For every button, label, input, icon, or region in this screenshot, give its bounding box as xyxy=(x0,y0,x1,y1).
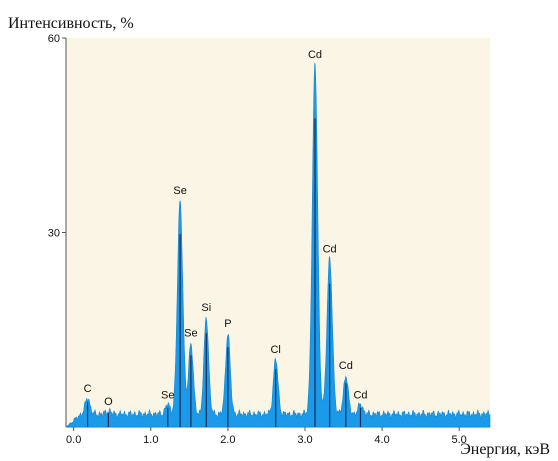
y-axis-label: Интенсивность, % xyxy=(8,15,134,32)
peak-markers xyxy=(86,118,362,427)
peak-label-6: P xyxy=(224,318,231,330)
peak-label-0: C xyxy=(84,383,92,395)
peak-label-2: Se xyxy=(161,389,174,401)
peak-label-10: Cd xyxy=(339,360,353,372)
x-tick-label-2: 2.0 xyxy=(220,434,235,446)
peak-label-7: Cl xyxy=(270,344,280,356)
tick-labels: 0.0 1.0 2.0 3.0 4.0 5.0 30 60 xyxy=(48,33,467,446)
x-tick-label-4: 4.0 xyxy=(374,434,389,446)
x-tick-label-0: 0.0 xyxy=(66,434,81,446)
peak-label-1: O xyxy=(104,396,113,408)
x-tick-label-3: 3.0 xyxy=(297,434,312,446)
x-tick-label-5: 5.0 xyxy=(452,434,467,446)
y-tick-label-1: 60 xyxy=(48,33,60,45)
x-axis-label: Энергия, кэВ xyxy=(460,441,550,458)
peak-label-4: Se xyxy=(184,328,197,340)
peak-labels: CO Se Se Se Si P Cl Cd Cd Cd Cd xyxy=(84,49,368,408)
y-tick-label-0: 30 xyxy=(48,228,60,240)
peak-label-8: Cd xyxy=(308,49,322,61)
peak-label-9: Cd xyxy=(323,243,337,255)
peak-label-3: Se xyxy=(173,185,186,197)
plot-background xyxy=(66,38,490,427)
spectrum-area xyxy=(65,62,491,428)
peak-label-5: Si xyxy=(201,302,211,314)
peak-label-11: Cd xyxy=(353,389,367,401)
x-tick-label-1: 1.0 xyxy=(143,434,158,446)
